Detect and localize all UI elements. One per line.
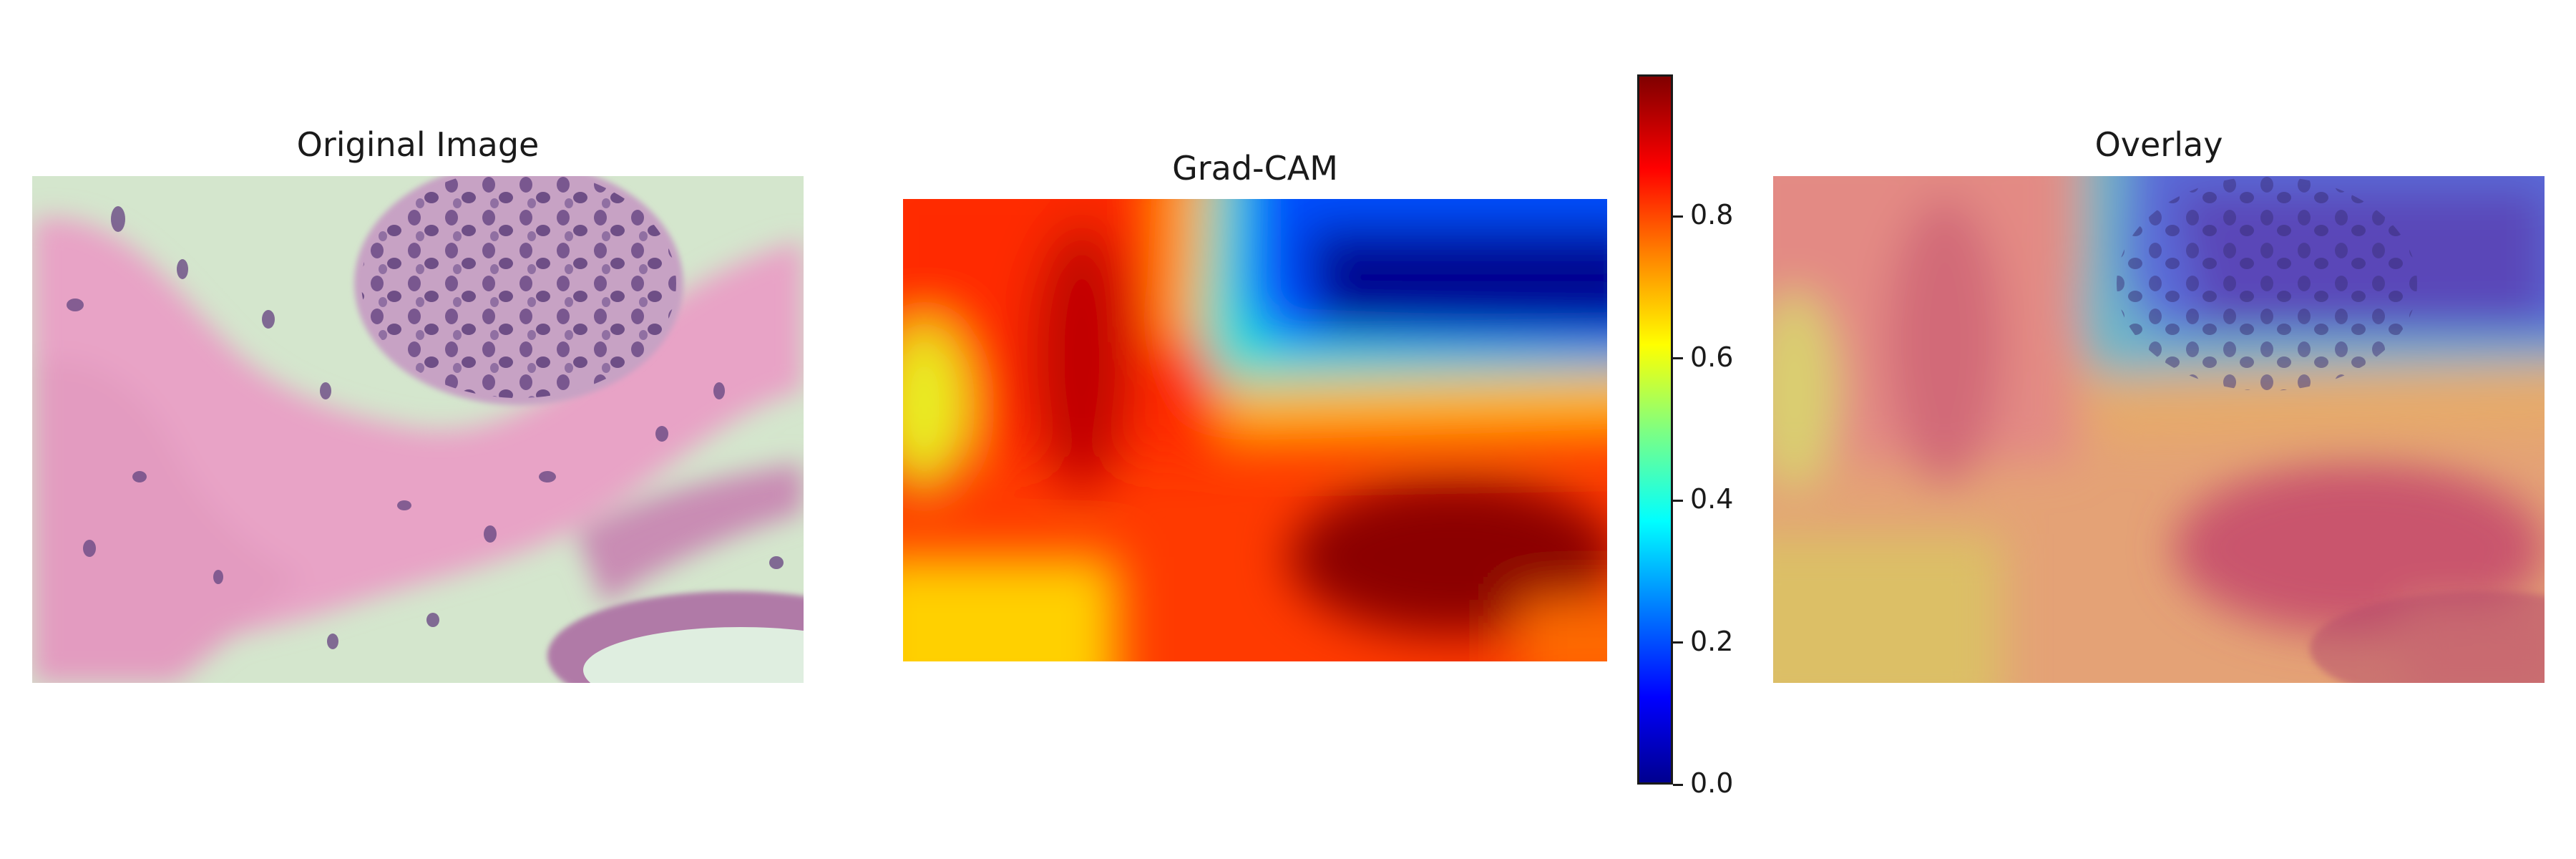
original-image-title: Original Image bbox=[296, 125, 540, 164]
colorbar-tick-label: 0.2 bbox=[1690, 625, 1734, 657]
colorbar-tick-label: 0.6 bbox=[1690, 341, 1734, 373]
colorbar-tick bbox=[1673, 215, 1683, 218]
colorbar-tick-label: 0.4 bbox=[1690, 483, 1734, 515]
colorbar bbox=[1637, 74, 1673, 785]
colorbar-tick bbox=[1673, 357, 1683, 360]
gradcam-title: Grad-CAM bbox=[1172, 149, 1338, 188]
colorbar-tick-label: 0.8 bbox=[1690, 199, 1734, 231]
colorbar-tick bbox=[1673, 783, 1683, 786]
overlay-image bbox=[1773, 176, 2545, 683]
colorbar-tick bbox=[1673, 641, 1683, 644]
colorbar-tick-label: 0.0 bbox=[1690, 767, 1734, 799]
colorbar-tick bbox=[1673, 499, 1683, 502]
original-image bbox=[32, 176, 804, 683]
overlay-title: Overlay bbox=[2094, 125, 2223, 164]
gradcam-heatmap bbox=[903, 199, 1607, 661]
